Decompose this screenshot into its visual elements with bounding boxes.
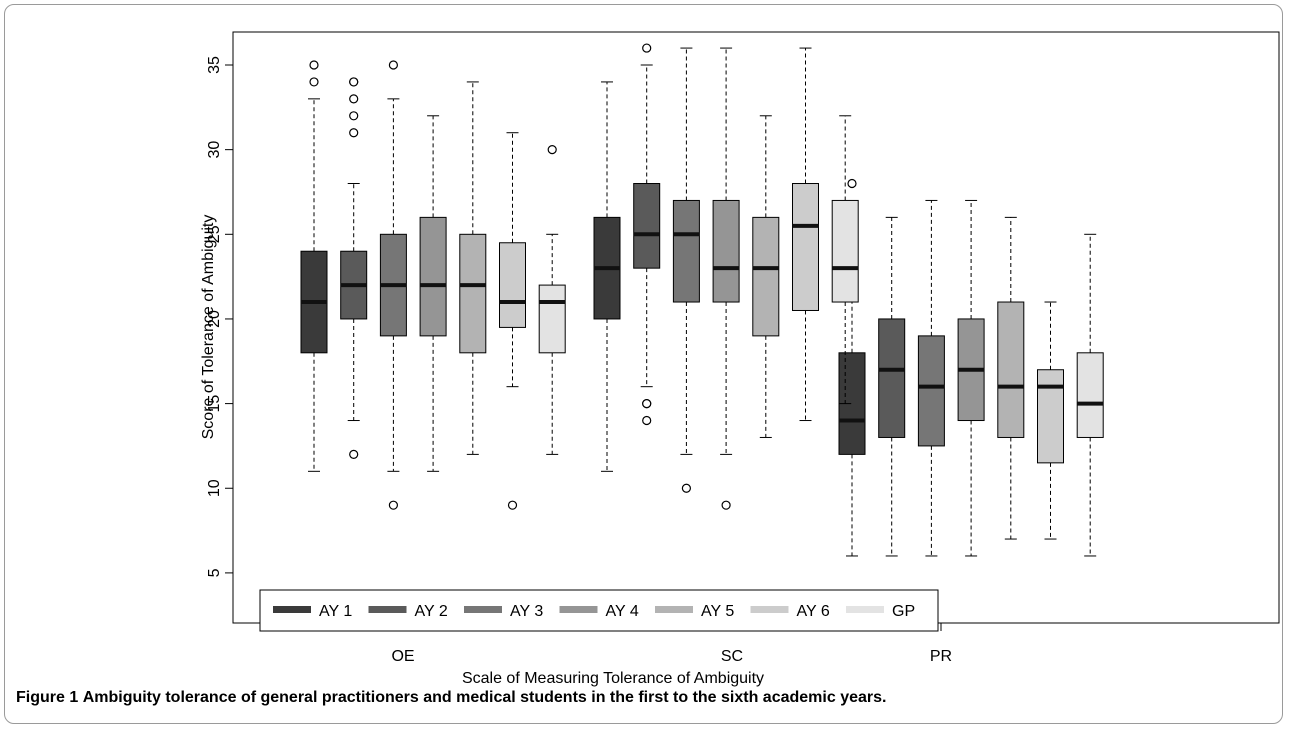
box-ay2-pr [878,216,906,557]
legend: AY 1 AY 2 AY 3 AY 4 AY 5 AY 6 GP [259,589,939,632]
box-iqr [459,233,487,354]
legend-label: AY 2 [415,603,448,620]
box-iqr [419,216,447,337]
legend-swatch [846,606,884,613]
legend-swatch [368,606,407,613]
legend-swatch [750,606,789,613]
box-ay3-pr [917,199,945,557]
box-iqr [752,216,780,337]
box-ay3-sc [672,47,700,493]
y-tick-label: 15 [206,395,223,413]
box-iqr [917,335,945,447]
box-iqr [538,284,566,354]
box-ay6-oe [499,132,526,510]
box-ay1-sc [593,81,621,472]
legend-label: AY 3 [510,603,543,620]
box-iqr [499,242,526,328]
y-tick-label: 5 [206,568,223,577]
outlier-point [349,77,359,87]
y-tick-label: 10 [206,479,223,497]
outlier-point [642,43,652,53]
box-ay2-oe [340,77,368,459]
box-iqr [712,199,740,303]
box-iqr [831,199,859,303]
legend-swatch [464,606,502,613]
y-axis-title: Score of Tolerance of Ambiguity [200,215,217,440]
x-tick-label: PR [930,648,952,665]
outlier-point [349,128,359,138]
figure-label: Figure 1 [16,689,79,706]
y-tick-label: 20 [206,310,223,328]
box-ay6-pr [1037,301,1064,540]
x-axis-title: Scale of Measuring Tolerance of Ambiguit… [462,670,764,687]
x-tick-label: SC [721,648,743,665]
outlier-point [349,94,359,104]
box-series [300,43,1104,557]
legend-swatch [273,606,311,613]
outlier-point [847,178,857,189]
outlier-point [681,483,692,493]
box-ay6-sc [792,47,819,422]
legend-label: GP [892,603,915,620]
outlier-point [309,60,319,70]
box-ay5-oe [459,81,487,455]
box-iqr [878,318,906,438]
x-tick-label: OE [391,648,414,665]
outlier-point [642,399,652,409]
box-iqr [792,183,819,311]
box-ay4-oe [419,115,447,472]
outlier-point [388,500,398,510]
outlier-point [309,77,319,87]
outlier-point [388,60,398,70]
box-ay4-sc [712,47,740,510]
outlier-point [507,500,518,510]
outlier-point [547,145,557,155]
outlier-point [349,449,359,459]
box-gp-oe [538,145,566,455]
box-iqr [997,301,1025,438]
legend-swatch [655,606,693,613]
box-ay1-oe [300,60,328,472]
y-tick-label: 30 [206,141,223,159]
outlier-point [642,415,652,426]
legend-label: AY 5 [701,603,734,620]
legend-label: AY 4 [606,603,639,620]
box-ay4-pr [957,199,985,557]
box-ay3-oe [379,60,407,510]
legend-label: AY 6 [797,603,830,620]
box-ay5-pr [997,216,1025,540]
y-tick-label: 25 [206,225,223,243]
box-iqr [672,199,700,303]
box-gp-pr [1076,233,1104,557]
y-tick-label: 35 [206,56,223,74]
figure-caption-text: Ambiguity tolerance of general practitio… [82,689,887,706]
legend-box [259,589,939,632]
box-ay5-sc [752,115,780,438]
y-axis: 5 10 15 20 25 30 35 [206,56,234,577]
box-iqr [1037,369,1064,464]
legend-label: AY 1 [319,603,352,620]
outlier-point [721,500,731,510]
box-gp-sc [831,115,859,405]
box-ay2-sc [633,43,661,426]
figure-caption: Figure 1 Ambiguity tolerance of general … [16,689,1276,707]
box-iqr [1076,352,1104,438]
box-iqr [633,183,661,269]
legend-swatch [559,606,598,613]
outlier-point [349,111,359,121]
